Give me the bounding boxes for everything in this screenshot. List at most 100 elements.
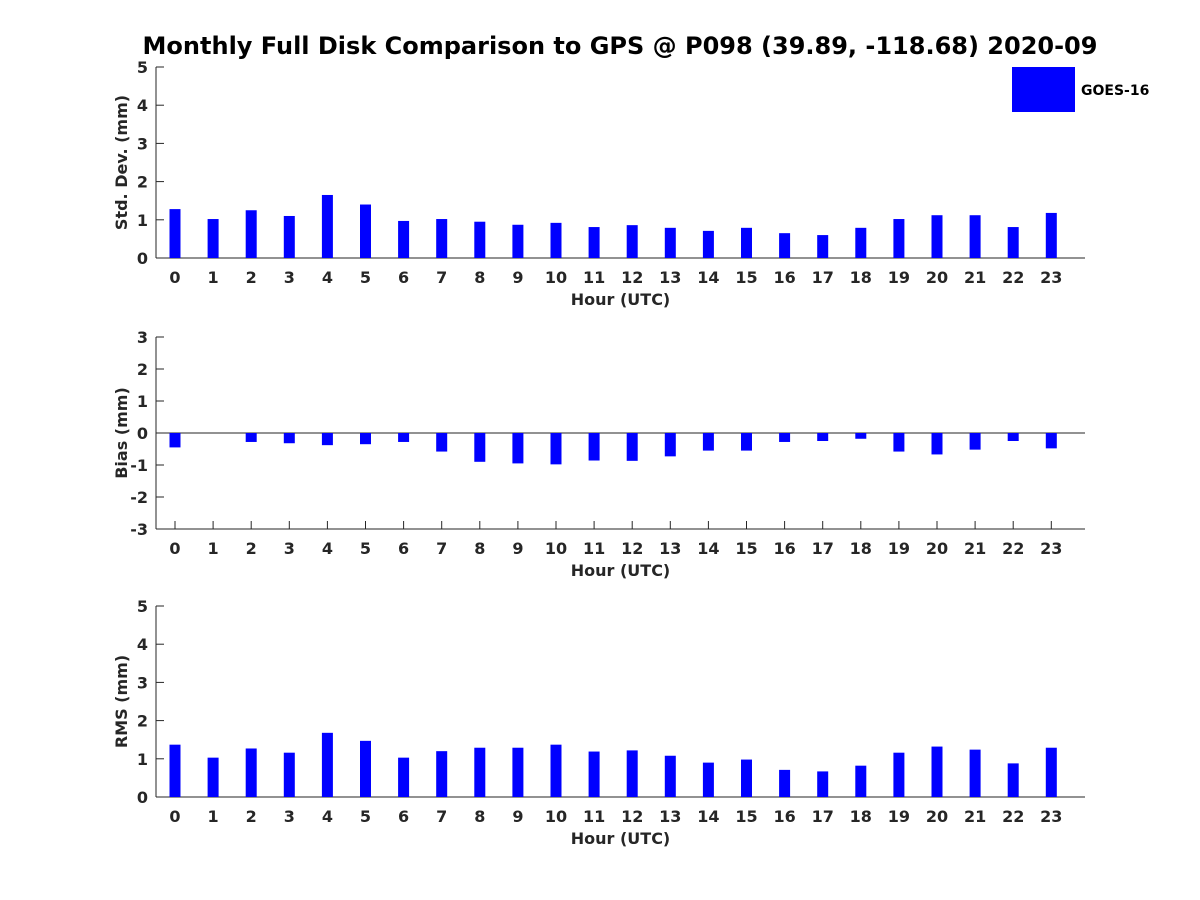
x-tick-label: 18 (850, 268, 872, 287)
x-tick-label: 21 (964, 807, 986, 826)
x-tick-label: 5 (360, 268, 371, 287)
bar (512, 224, 524, 258)
x-tick-label: 13 (659, 539, 681, 558)
bar (855, 765, 867, 797)
y-tick-label: 4 (137, 96, 148, 115)
y-axis-label: Std. Dev. (mm) (112, 95, 131, 230)
x-tick-label: 6 (398, 539, 409, 558)
bar (321, 194, 333, 258)
y-tick-label: 1 (137, 750, 148, 769)
x-axis-label: Hour (UTC) (571, 829, 671, 848)
x-tick-label: 23 (1040, 807, 1062, 826)
bar (626, 225, 638, 258)
x-tick-label: 16 (773, 539, 795, 558)
bar (702, 230, 714, 258)
bar (436, 219, 448, 258)
y-tick-label: 1 (137, 392, 148, 411)
bar (588, 227, 600, 258)
bar (779, 433, 791, 442)
x-tick-label: 11 (583, 807, 605, 826)
x-tick-label: 21 (964, 539, 986, 558)
x-tick-label: 19 (888, 807, 910, 826)
x-tick-label: 17 (812, 807, 834, 826)
x-tick-label: 22 (1002, 539, 1024, 558)
x-tick-label: 12 (621, 268, 643, 287)
bar (588, 433, 600, 461)
x-tick-label: 0 (169, 268, 180, 287)
bar (245, 433, 257, 442)
bar (664, 755, 676, 797)
x-tick-label: 4 (322, 268, 333, 287)
x-tick-label: 13 (659, 268, 681, 287)
y-tick-label: 3 (137, 328, 148, 347)
bar (702, 762, 714, 797)
bar (398, 757, 410, 797)
y-tick-label: 2 (137, 173, 148, 192)
x-tick-label: 23 (1040, 539, 1062, 558)
bar (931, 433, 943, 455)
x-tick-label: 19 (888, 539, 910, 558)
x-tick-label: 20 (926, 539, 948, 558)
legend-label: GOES-16 (1081, 83, 1149, 99)
x-tick-label: 15 (735, 539, 757, 558)
bar (741, 227, 752, 258)
x-tick-label: 16 (773, 268, 795, 287)
bar (550, 744, 562, 797)
bar (969, 215, 981, 258)
x-tick-label: 13 (659, 807, 681, 826)
x-tick-label: 16 (773, 807, 795, 826)
bar (436, 751, 448, 797)
bar (436, 433, 448, 452)
bar (855, 433, 867, 439)
bar (1007, 763, 1019, 797)
x-tick-label: 17 (812, 539, 834, 558)
bar (588, 751, 600, 797)
y-tick-label: 0 (137, 249, 148, 268)
bar (321, 732, 333, 797)
bar (245, 210, 257, 258)
x-tick-label: 2 (246, 268, 257, 287)
x-tick-label: 0 (169, 807, 180, 826)
bar (741, 433, 752, 451)
x-tick-label: 9 (512, 807, 523, 826)
bar (512, 433, 524, 464)
bar (169, 744, 181, 797)
x-axis-label: Hour (UTC) (571, 561, 671, 580)
x-tick-label: 14 (697, 268, 719, 287)
x-tick-label: 12 (621, 807, 643, 826)
x-tick-label: 3 (284, 268, 295, 287)
y-tick-label: 3 (137, 134, 148, 153)
x-tick-label: 3 (284, 539, 295, 558)
x-tick-label: 4 (322, 807, 333, 826)
x-tick-label: 10 (545, 268, 567, 287)
x-tick-label: 4 (322, 539, 333, 558)
x-tick-label: 18 (850, 539, 872, 558)
bar (550, 222, 562, 258)
bar (474, 221, 486, 258)
bar (779, 769, 791, 797)
bar (283, 433, 295, 444)
y-tick-label: -3 (130, 520, 148, 539)
y-axis-label: Bias (mm) (112, 387, 131, 479)
bar (207, 219, 219, 258)
x-tick-label: 3 (284, 807, 295, 826)
legend: GOES-16 (1012, 67, 1149, 112)
y-tick-label: 2 (137, 360, 148, 379)
x-tick-label: 14 (697, 539, 719, 558)
x-tick-label: 1 (208, 539, 219, 558)
x-tick-label: 10 (545, 539, 567, 558)
y-tick-label: 4 (137, 635, 148, 654)
bar (360, 204, 371, 258)
x-tick-label: 14 (697, 807, 719, 826)
x-tick-label: 23 (1040, 268, 1062, 287)
x-tick-label: 1 (208, 268, 219, 287)
bar (283, 215, 295, 258)
x-tick-label: 2 (246, 539, 257, 558)
chart-title: Monthly Full Disk Comparison to GPS @ P0… (143, 32, 1098, 60)
bar (474, 747, 486, 797)
bar (1007, 227, 1019, 258)
